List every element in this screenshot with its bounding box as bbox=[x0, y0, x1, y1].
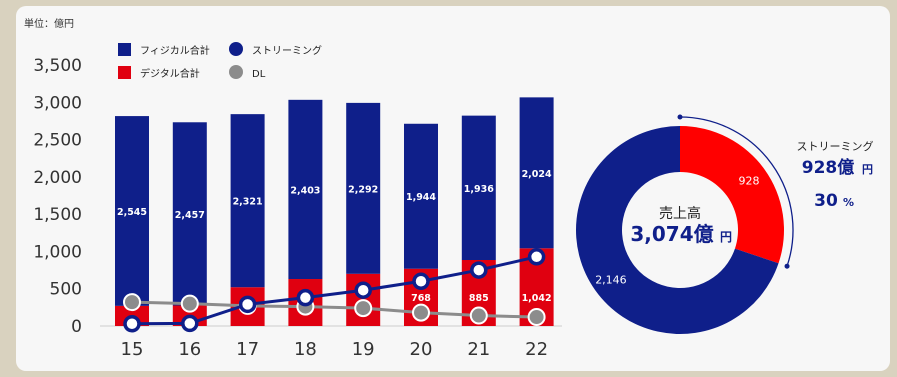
y-tick-label: 0 bbox=[71, 317, 82, 337]
bar-physical-label: 2,321 bbox=[233, 197, 263, 208]
bar-digital-label: 885 bbox=[469, 293, 489, 304]
x-tick-label: 19 bbox=[352, 339, 375, 360]
bar-physical bbox=[230, 114, 265, 288]
legend-streaming-swatch bbox=[229, 42, 243, 56]
bar-physical-label: 2,457 bbox=[175, 210, 205, 221]
bar-physical bbox=[172, 122, 207, 306]
callout-percent-unit: % bbox=[843, 196, 854, 209]
x-tick-label: 15 bbox=[121, 339, 144, 360]
legend-dl-swatch bbox=[229, 65, 243, 79]
bar-digital-label: 768 bbox=[411, 293, 431, 304]
bar-physical-label: 1,936 bbox=[464, 184, 494, 195]
donut-slice bbox=[680, 126, 784, 264]
bar-plot: 0 500 1,000 1,500 2,000 2,500 3,000 3,500 2,545 1… bbox=[33, 56, 562, 360]
x-tick-label: 18 bbox=[294, 339, 317, 360]
donut-chart: 928 2,146 bbox=[576, 114, 794, 334]
callout-percent: 30 bbox=[814, 191, 838, 211]
legend-dl-label: DL bbox=[252, 69, 266, 80]
donut-slice bbox=[576, 126, 779, 334]
bar-digital-label: 1,042 bbox=[522, 293, 552, 304]
x-tick-label: 21 bbox=[467, 339, 490, 360]
callout-value: 928億 bbox=[802, 157, 855, 178]
dl-point bbox=[354, 299, 373, 318]
y-tick-label: 2,000 bbox=[33, 168, 82, 188]
y-tick-label: 3,000 bbox=[33, 93, 82, 113]
bar-physical-label: 1,944 bbox=[406, 192, 436, 203]
donut-center-title: 売上高 bbox=[659, 205, 701, 222]
x-tick-label: 20 bbox=[410, 339, 433, 360]
streaming-point bbox=[470, 261, 488, 279]
bar-physical-label: 2,292 bbox=[348, 184, 378, 195]
dl-point bbox=[469, 306, 488, 325]
bar-physical bbox=[461, 115, 496, 261]
callout-arc-start-dot bbox=[677, 114, 683, 120]
streaming-point bbox=[181, 314, 199, 333]
dl-line bbox=[131, 300, 537, 319]
legend-physical-label: フィジカル合計 bbox=[140, 44, 210, 57]
streaming-point bbox=[238, 295, 257, 314]
unit-label: 単位：億円 bbox=[24, 17, 74, 30]
donut-center-unit: 円 bbox=[720, 230, 732, 244]
bar-physical bbox=[404, 123, 438, 269]
legend-digital-label: デジタル合計 bbox=[140, 67, 200, 80]
y-tick-label: 500 bbox=[50, 280, 82, 300]
streaming-point bbox=[527, 248, 546, 266]
callout-name: ストリーミング bbox=[797, 139, 874, 153]
x-tick-label: 17 bbox=[236, 339, 259, 360]
bar-physical-label: 2,403 bbox=[290, 185, 320, 196]
bar-physical-label: 2,024 bbox=[522, 169, 552, 180]
bar-physical bbox=[115, 116, 149, 306]
bar-physical-label: 2,545 bbox=[117, 207, 147, 218]
x-tick-label: 16 bbox=[178, 339, 201, 360]
callout-unit: 円 bbox=[862, 163, 873, 176]
bar-physical bbox=[519, 97, 554, 249]
streaming-point bbox=[123, 315, 141, 333]
dl-point bbox=[123, 293, 141, 312]
dl-point bbox=[527, 308, 546, 327]
bar-physical bbox=[346, 102, 381, 274]
callout-arc bbox=[679, 116, 794, 267]
y-tick-label: 1,500 bbox=[33, 205, 82, 225]
streaming-point bbox=[354, 281, 372, 299]
y-tick-label: 3,500 bbox=[33, 56, 82, 76]
dl-point bbox=[412, 303, 430, 322]
streaming-point bbox=[412, 272, 430, 291]
dl-point bbox=[180, 294, 199, 313]
legend-digital-swatch bbox=[118, 66, 131, 79]
y-tick-label: 2,500 bbox=[33, 131, 82, 151]
legend-streaming-label: ストリーミング bbox=[252, 44, 322, 57]
donut-center-value: 3,074億 bbox=[630, 222, 713, 246]
bar-physical bbox=[288, 99, 323, 280]
callout-arc-end-dot bbox=[784, 263, 790, 269]
streaming-point bbox=[296, 288, 315, 307]
x-tick-label: 22 bbox=[525, 339, 548, 360]
donut-slice-label: 928 bbox=[739, 174, 760, 187]
y-tick-label: 1,000 bbox=[33, 242, 82, 262]
streaming-line bbox=[131, 255, 537, 326]
donut-slice-label: 2,146 bbox=[595, 274, 627, 287]
legend-physical-swatch bbox=[118, 43, 131, 56]
